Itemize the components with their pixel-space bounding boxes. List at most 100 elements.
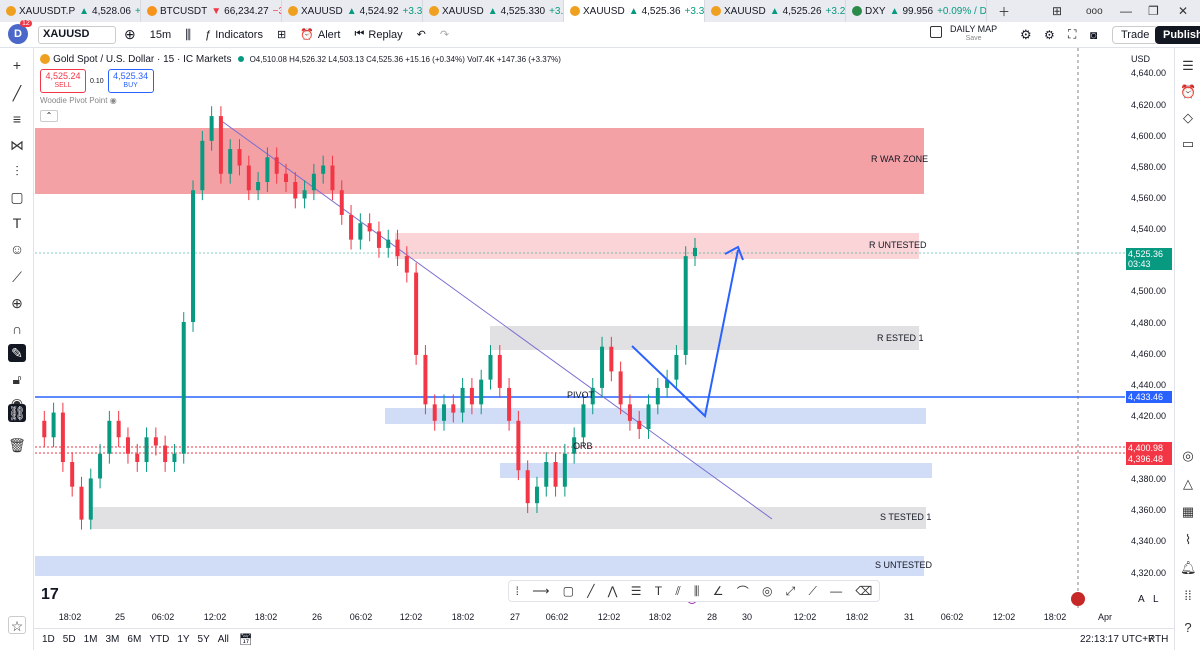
- close-window-icon[interactable]: ✕: [1178, 4, 1189, 18]
- templates-icon[interactable]: ⊞: [276, 29, 287, 41]
- crosshair-icon[interactable]: +: [12, 57, 22, 73]
- rectangle-icon[interactable]: ▢: [10, 189, 24, 205]
- indicators-button[interactable]: ƒ Indicators: [205, 29, 263, 41]
- watchlist-icon[interactable]: ☰: [1182, 58, 1194, 73]
- buy-button[interactable]: 4,525.34 BUY: [107, 69, 154, 93]
- trendline-icon[interactable]: ╱: [12, 85, 22, 101]
- range-button-1d[interactable]: 1D: [42, 634, 55, 645]
- layers-icon[interactable]: ◇: [1183, 110, 1193, 125]
- trade-button[interactable]: Trade: [1112, 25, 1159, 44]
- curve-tool-icon[interactable]: ⌒: [736, 584, 749, 599]
- lines-tool-icon[interactable]: ☰: [630, 584, 642, 598]
- eraser-icon[interactable]: ⌫: [855, 584, 873, 598]
- replay-button[interactable]: ⏮ Replay: [355, 28, 403, 41]
- help-icon[interactable]: ?: [1184, 620, 1192, 635]
- restore-icon[interactable]: ❐: [1148, 4, 1159, 18]
- drag-handle-icon[interactable]: ⁞: [515, 584, 519, 598]
- circle-tool-icon[interactable]: ◎: [761, 584, 773, 598]
- apps-icon[interactable]: ⁞⁞: [1184, 588, 1192, 603]
- path-tool-icon[interactable]: ⋀: [607, 584, 618, 598]
- triangle-icon[interactable]: △: [1183, 476, 1193, 491]
- settings-icon[interactable]: ⚙: [1020, 26, 1032, 42]
- magnet-icon[interactable]: ∩: [11, 321, 23, 337]
- undo-icon[interactable]: ↶: [416, 29, 426, 41]
- user-avatar[interactable]: D 12: [8, 19, 32, 46]
- layout-name-button[interactable]: DAILY MAP Save: [950, 24, 997, 44]
- ruler-icon[interactable]: ⟋: [12, 269, 22, 285]
- forecast-icon[interactable]: ⫶: [15, 163, 19, 179]
- pattern-icon[interactable]: ⋈: [10, 137, 24, 153]
- clock[interactable]: 22:13:17 UTC+7: [1080, 634, 1154, 645]
- range-button-5y[interactable]: 5Y: [197, 634, 210, 645]
- add-symbol-button[interactable]: ⊕: [124, 26, 136, 42]
- zoom-icon[interactable]: ⊕: [11, 295, 23, 311]
- brush-icon[interactable]: ✎: [8, 344, 26, 362]
- redo-icon[interactable]: ↷: [439, 29, 450, 41]
- tab-6[interactable]: DXY ▲ 99.956 +0.09% / DA ✕: [846, 0, 987, 22]
- symbol-search-input[interactable]: XAUUSD: [38, 25, 116, 44]
- horizontal-ray-icon[interactable]: ⟶: [532, 584, 550, 598]
- hline-icon[interactable]: —: [830, 584, 843, 598]
- channel-tool-icon[interactable]: ⫽: [675, 583, 681, 598]
- range-button-6m[interactable]: 6M: [127, 634, 142, 645]
- layout-icon[interactable]: ⊞: [1052, 4, 1063, 18]
- fullscreen-icon[interactable]: ⛶: [1068, 27, 1077, 41]
- session-button[interactable]: RTH: [1148, 634, 1169, 645]
- fib-icon[interactable]: ≡: [12, 111, 22, 127]
- sell-button[interactable]: 4,525.24 SELL: [40, 69, 86, 93]
- minimize-icon[interactable]: —: [1120, 4, 1132, 18]
- alerts-icon[interactable]: ⏰: [1180, 84, 1197, 99]
- range-button-5d[interactable]: 5D: [62, 634, 76, 645]
- auto-scale-button[interactable]: A: [1138, 594, 1145, 605]
- range-button-1m[interactable]: 1M: [83, 634, 98, 645]
- date-range-icon[interactable]: 📅︎: [238, 634, 253, 646]
- tab-5[interactable]: XAUUSD ▲ 4,525.26 +3.27% ✕: [705, 0, 846, 22]
- alert-button[interactable]: ⏰ Alert: [300, 28, 340, 42]
- text-tool-icon[interactable]: T: [654, 584, 663, 598]
- range-button-1y[interactable]: 1Y: [177, 634, 190, 645]
- chart-title[interactable]: Gold Spot / U.S. Dollar · 15 · IC Market…: [53, 54, 232, 65]
- bars-tool-icon[interactable]: ⫼: [693, 583, 700, 598]
- trash-icon[interactable]: 🗑︎: [8, 437, 26, 453]
- tab-1[interactable]: BTCUSDT ▼ 66,234.27 −3.7 ✕: [141, 0, 282, 22]
- tab-4[interactable]: XAUUSD ▲ 4,525.36 +3.37% ✕: [564, 0, 705, 22]
- currency-label[interactable]: USD: [1131, 54, 1151, 64]
- calendar-icon[interactable]: ▦: [1181, 504, 1195, 519]
- chart-type-icon[interactable]: ⫼: [185, 26, 192, 42]
- range-button-ytd[interactable]: YTD: [149, 634, 170, 645]
- time-axis[interactable]: 18:02 25 06:02 12:02 18:02 26 06:02 12:02 18:02 2…: [35, 608, 1125, 626]
- candle-body: [79, 486, 84, 520]
- tab-0[interactable]: XAUUSDT.P ▲ 4,528.06 +2. ✕: [0, 0, 141, 22]
- line-tool-icon[interactable]: ╱: [587, 584, 595, 598]
- interval-button[interactable]: 15m: [149, 28, 172, 41]
- link-icon[interactable]: ⛓: [8, 404, 26, 422]
- publish-button[interactable]: Publish: [1155, 25, 1200, 44]
- rectangle-tool-icon[interactable]: ▢: [562, 584, 574, 598]
- fullscreen-layout-icon[interactable]: [930, 26, 942, 38]
- price-axis[interactable]: USD 4,640.00 4,620.00 4,600.00 4,580.00 4,56…: [1125, 48, 1174, 608]
- chart-area[interactable]: R WAR ZONE R UNTESTED R ESTED 1 PIVOT OR…: [35, 48, 1125, 626]
- log-scale-button[interactable]: L: [1153, 594, 1159, 605]
- tab-3[interactable]: XAUUSD ▲ 4,525.330 +3.3 ✕: [423, 0, 564, 22]
- indicator-name[interactable]: Woodie Pivot Point: [40, 96, 108, 105]
- gear-icon[interactable]: ⚙: [1044, 27, 1055, 42]
- more-icon[interactable]: ooo: [1086, 5, 1103, 17]
- star-icon[interactable]: ☆: [8, 616, 26, 634]
- ray-tool-icon[interactable]: ⤢: [785, 583, 796, 598]
- hide-eye-icon[interactable]: ◉: [109, 96, 117, 105]
- collapse-legend-button[interactable]: ⌃: [40, 110, 58, 122]
- new-tab-button[interactable]: ＋: [998, 4, 1011, 19]
- angle-tool-icon[interactable]: ∠: [712, 584, 724, 598]
- text-icon[interactable]: T: [12, 215, 22, 231]
- bell-icon[interactable]: 🔔︎: [1180, 560, 1197, 575]
- emoji-icon[interactable]: ☺: [9, 241, 25, 257]
- tab-2[interactable]: XAUUSD ▲ 4,524.92 +3.37% ✕: [282, 0, 423, 22]
- range-button-3m[interactable]: 3M: [105, 634, 120, 645]
- extended-line-icon[interactable]: ⟋: [808, 583, 817, 598]
- target-icon[interactable]: ◎: [1182, 448, 1194, 463]
- chat-icon[interactable]: ▭: [1181, 136, 1195, 151]
- lock-icon[interactable]: 🔓︎: [12, 371, 22, 387]
- broadcast-icon[interactable]: ⌇: [1184, 532, 1192, 547]
- camera-icon[interactable]: ◙: [1090, 27, 1098, 42]
- range-button-all[interactable]: All: [217, 634, 229, 645]
